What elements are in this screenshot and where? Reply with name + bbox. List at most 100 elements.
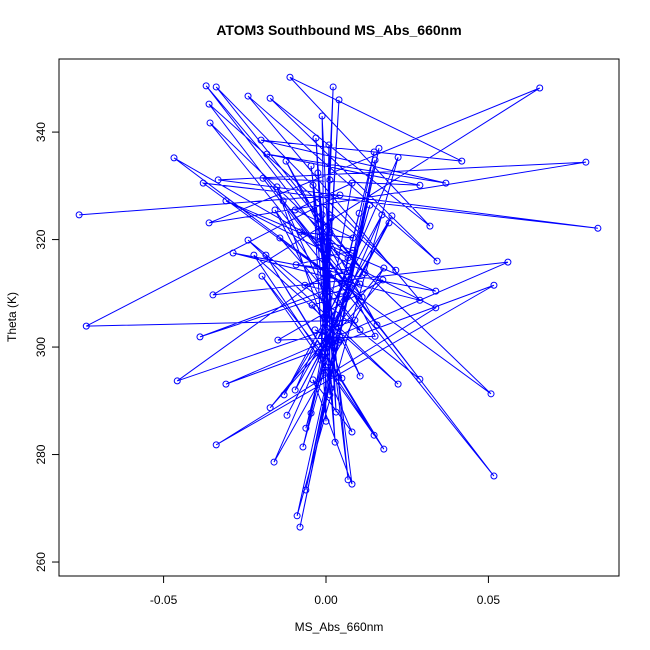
data-point (336, 191, 344, 199)
data-point (209, 291, 217, 299)
data-point (370, 431, 378, 439)
data-point (266, 94, 274, 102)
data-line (79, 76, 598, 528)
data-point (442, 179, 450, 187)
data-point (309, 376, 317, 384)
data-point (314, 349, 322, 357)
data-point (342, 291, 350, 299)
data-point (250, 251, 258, 259)
y-tick-label: 320 (34, 229, 48, 249)
data-point (348, 179, 356, 187)
x-tick-label: -0.05 (150, 593, 178, 607)
data-point (206, 119, 214, 127)
data-point (293, 512, 301, 520)
data-point (338, 374, 346, 382)
data-point (291, 206, 299, 214)
data-point (332, 408, 340, 416)
data-point (205, 100, 213, 108)
data-point (326, 391, 334, 399)
data-point (259, 174, 267, 182)
data-point (349, 246, 357, 254)
data-point (315, 238, 323, 246)
data-point (388, 212, 396, 220)
data-point (370, 148, 378, 156)
data-point (307, 409, 315, 417)
data-point (416, 181, 424, 189)
data-point (385, 219, 393, 227)
data-point (394, 380, 402, 388)
data-point (327, 214, 335, 222)
data-point (222, 380, 230, 388)
data-point (321, 326, 329, 334)
data-point (356, 372, 364, 380)
data-point (432, 304, 440, 312)
data-point (356, 280, 364, 288)
data-point (344, 476, 352, 484)
data-point (196, 333, 204, 341)
y-tick-label: 260 (34, 552, 48, 572)
data-point (314, 169, 322, 177)
data-point (344, 254, 352, 262)
data-point (582, 158, 590, 166)
data-point (308, 301, 316, 309)
data-point (271, 206, 279, 214)
data-point (302, 486, 310, 494)
data-point (416, 375, 424, 383)
data-point (348, 428, 356, 436)
data-point (301, 281, 309, 289)
data-point (229, 249, 237, 257)
data-point (299, 443, 307, 451)
data-point (280, 391, 288, 399)
y-axis-label: Theta (K) (5, 292, 19, 342)
x-tick-label: 0.00 (314, 593, 338, 607)
data-point (490, 281, 498, 289)
data-point (338, 280, 346, 288)
data-point (270, 458, 278, 466)
data-point (345, 266, 353, 274)
data-point (490, 472, 498, 480)
data-point (380, 264, 388, 272)
data-point (361, 269, 369, 277)
data-point (296, 523, 304, 531)
data-point (307, 162, 315, 170)
data-point (286, 73, 294, 81)
data-point (426, 222, 434, 230)
data-point (319, 292, 327, 300)
data-point (326, 176, 334, 184)
x-tick-label: 0.05 (477, 593, 501, 607)
data-point (262, 251, 270, 259)
data-point (335, 338, 343, 346)
data-point (318, 112, 326, 120)
data-point (170, 154, 178, 162)
data-point (173, 377, 181, 385)
data-point (296, 228, 304, 236)
data-point (292, 261, 300, 269)
data-point (82, 322, 90, 330)
data-point (325, 141, 333, 149)
data-point (75, 211, 83, 219)
data-point (311, 326, 319, 334)
y-tick-label: 280 (34, 444, 48, 464)
data-point (380, 445, 388, 453)
data-point (321, 368, 329, 376)
data-point (458, 157, 466, 165)
data-point (222, 197, 230, 205)
data-point (244, 236, 252, 244)
data-point (202, 82, 210, 90)
y-tick-label: 340 (34, 122, 48, 142)
data-point (266, 404, 274, 412)
data-point (371, 156, 379, 164)
data-point (366, 201, 374, 209)
chart-title: ATOM3 Southbound MS_Abs_660nm (216, 22, 461, 38)
data-point (394, 153, 402, 161)
data-point (433, 257, 441, 265)
data-point (212, 83, 220, 91)
data-point (318, 211, 326, 219)
data-point (273, 183, 281, 191)
data-point (322, 417, 330, 425)
data-point (283, 411, 291, 419)
data-point (331, 438, 339, 446)
x-axis-label: MS_Abs_660nm (295, 620, 384, 634)
data-point (536, 84, 544, 92)
data-point (375, 144, 383, 152)
